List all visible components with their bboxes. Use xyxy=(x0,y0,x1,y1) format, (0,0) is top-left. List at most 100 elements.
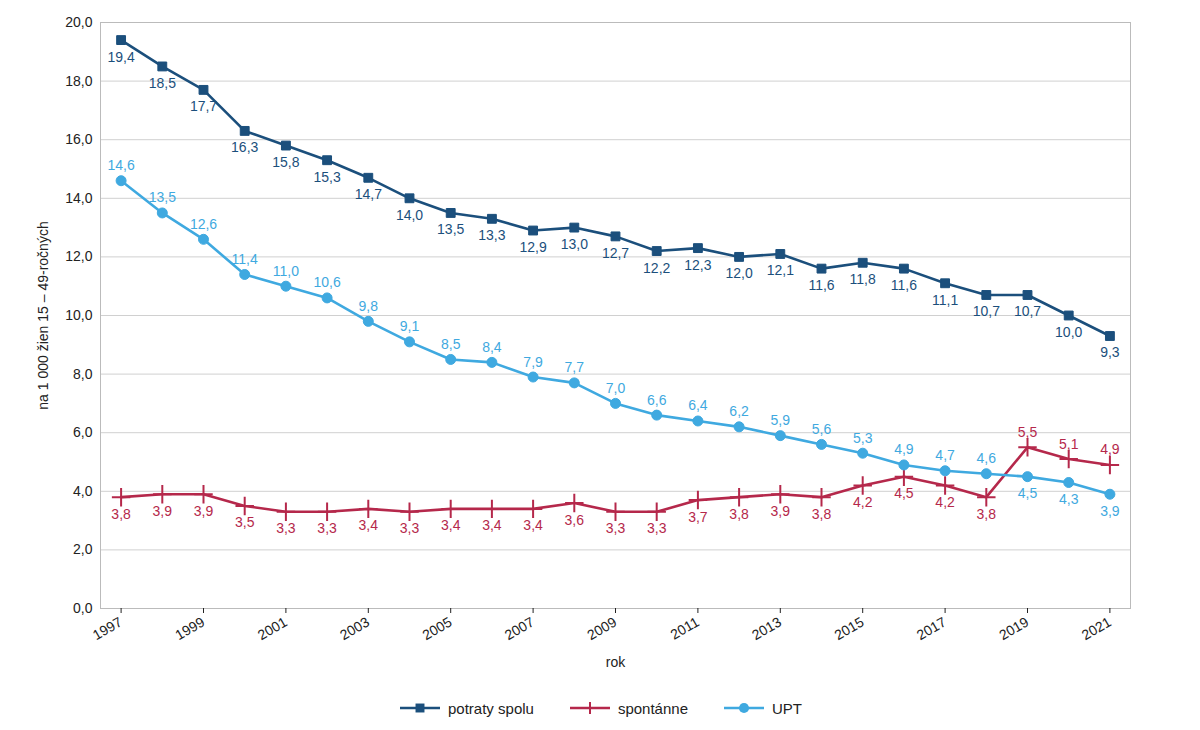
svg-text:3,8: 3,8 xyxy=(729,506,749,522)
svg-text:9,1: 9,1 xyxy=(400,318,420,334)
svg-text:3,8: 3,8 xyxy=(977,506,997,522)
svg-text:3,4: 3,4 xyxy=(441,517,461,533)
svg-text:12,1: 12,1 xyxy=(767,262,794,278)
svg-text:9,8: 9,8 xyxy=(359,298,379,314)
svg-text:1999: 1999 xyxy=(172,613,207,643)
svg-text:3,9: 3,9 xyxy=(771,503,791,519)
svg-text:3,3: 3,3 xyxy=(400,520,420,536)
svg-text:15,8: 15,8 xyxy=(272,154,299,170)
svg-text:0,0: 0,0 xyxy=(73,600,93,616)
svg-text:2005: 2005 xyxy=(419,613,454,643)
svg-text:11,6: 11,6 xyxy=(808,277,834,293)
svg-text:2011: 2011 xyxy=(668,613,702,642)
svg-text:4,7: 4,7 xyxy=(935,447,955,463)
svg-text:2009: 2009 xyxy=(584,613,619,643)
svg-text:5,5: 5,5 xyxy=(1018,424,1038,440)
svg-text:12,6: 12,6 xyxy=(190,216,217,232)
svg-text:10,7: 10,7 xyxy=(973,303,1000,319)
svg-text:14,0: 14,0 xyxy=(396,207,423,223)
svg-text:4,3: 4,3 xyxy=(1059,491,1079,507)
svg-text:6,6: 6,6 xyxy=(647,392,667,408)
svg-text:7,7: 7,7 xyxy=(565,359,585,375)
svg-text:3,3: 3,3 xyxy=(317,520,337,536)
svg-text:4,9: 4,9 xyxy=(894,441,914,457)
svg-text:1997: 1997 xyxy=(90,613,125,643)
svg-text:4,0: 4,0 xyxy=(73,483,93,499)
svg-text:3,9: 3,9 xyxy=(194,503,214,519)
svg-text:7,0: 7,0 xyxy=(606,380,626,396)
svg-text:3,3: 3,3 xyxy=(647,520,667,536)
svg-text:12,0: 12,0 xyxy=(65,248,92,264)
svg-text:3,4: 3,4 xyxy=(359,517,379,533)
svg-text:8,5: 8,5 xyxy=(441,336,461,352)
svg-text:12,2: 12,2 xyxy=(643,260,670,276)
svg-text:12,0: 12,0 xyxy=(725,265,752,281)
svg-text:10,0: 10,0 xyxy=(1055,324,1082,340)
svg-text:14,7: 14,7 xyxy=(355,186,382,202)
svg-text:2,0: 2,0 xyxy=(73,541,93,557)
svg-text:19,4: 19,4 xyxy=(107,49,134,65)
svg-text:rok: rok xyxy=(606,654,626,670)
svg-text:3,4: 3,4 xyxy=(482,517,502,533)
svg-text:10,0: 10,0 xyxy=(65,307,92,323)
svg-text:3,7: 3,7 xyxy=(688,509,708,525)
svg-text:3,8: 3,8 xyxy=(812,506,832,522)
svg-text:6,0: 6,0 xyxy=(73,424,93,440)
svg-text:na 1 000 žien 15 – 49-ročných: na 1 000 žien 15 – 49-ročných xyxy=(35,221,51,409)
svg-text:14,0: 14,0 xyxy=(65,190,92,206)
svg-text:4,2: 4,2 xyxy=(853,494,873,510)
svg-text:2017: 2017 xyxy=(914,613,949,643)
svg-text:6,2: 6,2 xyxy=(729,403,749,419)
svg-text:11,8: 11,8 xyxy=(850,271,876,287)
svg-text:13,5: 13,5 xyxy=(437,221,464,237)
svg-text:11,1: 11,1 xyxy=(932,292,958,308)
svg-text:2021: 2021 xyxy=(1079,613,1114,643)
svg-text:11,0: 11,0 xyxy=(273,263,299,279)
svg-text:7,9: 7,9 xyxy=(523,354,543,370)
svg-text:11,6: 11,6 xyxy=(891,277,917,293)
svg-text:13,3: 13,3 xyxy=(478,227,505,243)
svg-text:3,4: 3,4 xyxy=(523,517,543,533)
svg-text:3,9: 3,9 xyxy=(1100,503,1120,519)
svg-text:17,7: 17,7 xyxy=(190,98,217,114)
svg-text:13,0: 13,0 xyxy=(561,236,588,252)
svg-text:11,4: 11,4 xyxy=(232,251,258,267)
svg-text:3,8: 3,8 xyxy=(111,506,131,522)
svg-text:8,4: 8,4 xyxy=(482,339,502,355)
svg-text:4,5: 4,5 xyxy=(1018,485,1038,501)
svg-text:12,7: 12,7 xyxy=(602,245,629,261)
svg-text:16,3: 16,3 xyxy=(231,139,258,155)
svg-text:2007: 2007 xyxy=(502,613,537,643)
svg-text:2019: 2019 xyxy=(996,613,1031,643)
svg-text:3,6: 3,6 xyxy=(565,512,585,528)
svg-text:12,3: 12,3 xyxy=(684,257,711,273)
svg-text:18,5: 18,5 xyxy=(149,75,176,91)
svg-text:16,0: 16,0 xyxy=(65,131,92,147)
svg-text:2003: 2003 xyxy=(337,613,372,643)
svg-text:5,6: 5,6 xyxy=(812,421,832,437)
svg-text:5,3: 5,3 xyxy=(853,430,873,446)
svg-text:3,5: 3,5 xyxy=(235,514,255,530)
svg-text:2015: 2015 xyxy=(831,613,866,643)
svg-text:4,9: 4,9 xyxy=(1100,441,1120,457)
svg-text:3,3: 3,3 xyxy=(276,520,296,536)
svg-text:4,5: 4,5 xyxy=(894,485,914,501)
svg-text:4,6: 4,6 xyxy=(977,450,997,466)
svg-text:3,9: 3,9 xyxy=(153,503,173,519)
svg-text:9,3: 9,3 xyxy=(1100,344,1120,360)
svg-text:12,9: 12,9 xyxy=(519,239,546,255)
svg-text:18,0: 18,0 xyxy=(65,73,92,89)
svg-text:13,5: 13,5 xyxy=(149,189,176,205)
svg-text:8,0: 8,0 xyxy=(73,366,93,382)
svg-text:6,4: 6,4 xyxy=(688,397,708,413)
svg-text:5,1: 5,1 xyxy=(1059,436,1079,452)
svg-text:20,0: 20,0 xyxy=(65,14,92,30)
svg-text:4,2: 4,2 xyxy=(935,494,955,510)
svg-text:14,6: 14,6 xyxy=(107,157,134,173)
svg-text:15,3: 15,3 xyxy=(313,169,340,185)
svg-text:10,6: 10,6 xyxy=(313,274,340,290)
svg-text:2013: 2013 xyxy=(749,613,784,643)
svg-text:5,9: 5,9 xyxy=(771,412,791,428)
svg-text:2001: 2001 xyxy=(255,613,290,643)
svg-text:10,7: 10,7 xyxy=(1014,303,1041,319)
